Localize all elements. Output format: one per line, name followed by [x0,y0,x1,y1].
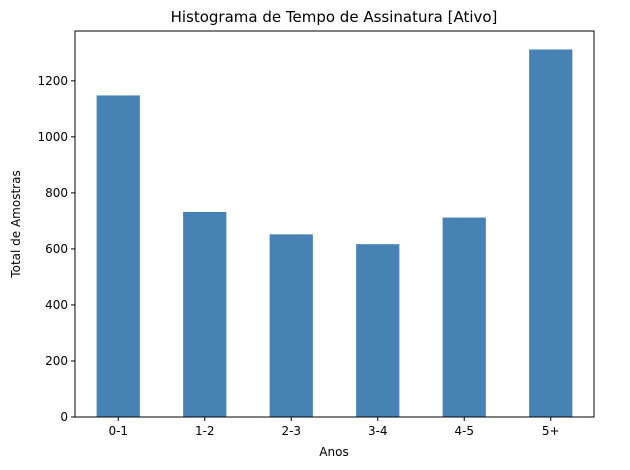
y-tick-label: 400 [45,298,68,312]
x-tick-label: 4-5 [454,424,474,438]
x-axis-ticks: 0-1 1-2 2-3 3-4 4-5 5+ [108,417,560,438]
y-tick-label: 1200 [37,74,68,88]
y-tick-label: 600 [45,242,68,256]
bars-group [96,49,573,418]
y-tick-label: 1000 [37,130,68,144]
x-tick-label: 1-2 [195,424,215,438]
x-tick-label: 2-3 [281,424,301,438]
bar-4-5 [442,217,486,417]
bar-0-1 [96,95,140,418]
y-axis-ticks: 0 200 400 600 800 1000 1200 [37,74,75,424]
bar-2-3 [269,234,313,417]
plot-frame [74,30,595,418]
x-tick-label: 3-4 [368,424,388,438]
x-tick-label: 5+ [542,424,560,438]
bar-3-4 [356,244,400,417]
y-tick-label: 0 [60,410,68,424]
bar-1-2 [183,211,227,417]
x-axis-label: Anos [319,445,348,459]
bar-5+ [529,49,573,417]
y-tick-label: 800 [45,186,68,200]
y-axis-label: Total de Amostras [9,170,23,278]
y-tick-label: 200 [45,354,68,368]
chart-title: Histograma de Tempo de Assinatura [Ativo… [171,8,498,26]
x-tick-label: 0-1 [108,424,128,438]
